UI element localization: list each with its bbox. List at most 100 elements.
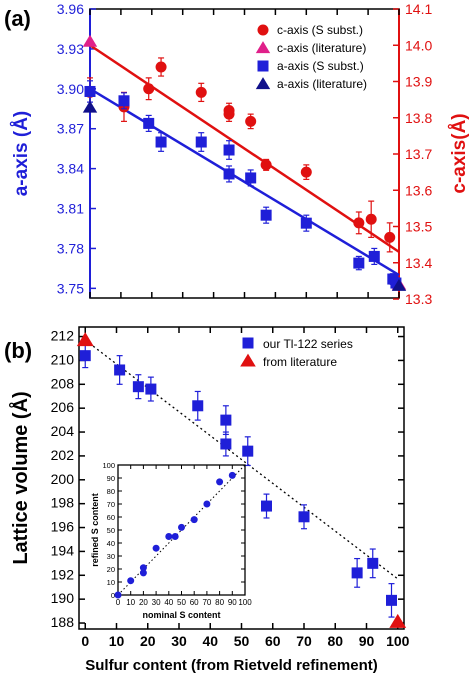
inset-data-point (139, 564, 147, 572)
x-tick-label: 70 (296, 633, 312, 649)
y-tick-label: 200 (51, 471, 75, 487)
legend: our Tl-122 series from literature (240, 337, 353, 369)
y-tick-label: 196 (51, 519, 75, 535)
data-point (300, 166, 312, 178)
inset-y-axis-label: refined S content (90, 493, 100, 567)
data-point (223, 144, 235, 156)
inset-data-point (216, 478, 224, 486)
inset-x-tick-label: 40 (164, 598, 173, 607)
inset-x-tick-label: 100 (238, 598, 252, 607)
data-point (195, 136, 207, 148)
right-tick-label: 13.5 (405, 219, 432, 235)
data-point (76, 332, 94, 347)
data-point (261, 500, 272, 512)
x-tick-label: 10 (109, 633, 125, 649)
right-tick-label: 14.1 (405, 1, 432, 17)
data-point (300, 217, 312, 229)
x-tick-label: 50 (234, 633, 250, 649)
data-point (223, 108, 235, 120)
inset-x-tick-label: 60 (190, 598, 199, 607)
legend-marker (257, 60, 269, 72)
inset-y-tick-label: 0 (111, 591, 115, 600)
data-point (114, 364, 126, 376)
inset-data-point (228, 471, 236, 479)
legend-marker (255, 41, 271, 54)
data-point (389, 613, 407, 628)
data-point (132, 381, 144, 393)
y-tick-label: 204 (51, 423, 75, 439)
data-point (260, 209, 272, 221)
legend-label: a-axis (literature) (277, 77, 367, 91)
legend-marker (240, 353, 256, 367)
inset-x-tick-label: 70 (202, 598, 211, 607)
x-tick-label: 60 (265, 633, 281, 649)
right-tick-label: 13.3 (405, 291, 432, 307)
y-tick-label: 206 (51, 399, 75, 415)
data-point (82, 34, 98, 47)
legend-label: from literature (263, 355, 337, 369)
data-point (353, 257, 365, 269)
right-tick-label: 13.9 (405, 74, 432, 90)
left-tick-label: 3.78 (57, 240, 84, 256)
right-tick-label: 13.7 (405, 146, 432, 162)
data-point (155, 136, 167, 148)
inset-data-point (139, 569, 147, 577)
inset-data-point (190, 516, 198, 524)
x-tick-label: 20 (140, 633, 156, 649)
left-tick-label: 3.75 (57, 280, 84, 296)
series-our-tl-122-series (79, 343, 397, 618)
data-point (353, 217, 365, 229)
legend-label: a-axis (S subst.) (277, 59, 364, 73)
inset-data-point (165, 533, 173, 540)
y-tick-label: 210 (51, 351, 75, 367)
inset-data-point (171, 533, 179, 540)
inset-y-tick-label: 80 (107, 487, 115, 496)
x-tick-label: 100 (386, 633, 410, 649)
data-point (384, 231, 396, 243)
inset-data-point (114, 591, 122, 599)
data-point (82, 100, 98, 113)
inset-data-point (127, 577, 135, 585)
right-tick-label: 14.0 (405, 37, 432, 53)
y-tick-label: 192 (51, 566, 75, 582)
left-tick-label: 3.84 (57, 161, 84, 177)
right-tick-label: 13.4 (405, 255, 432, 271)
inset-series (114, 471, 236, 599)
data-point (390, 277, 402, 289)
data-point (351, 567, 363, 579)
data-point (220, 438, 232, 450)
inset-data-point (203, 500, 211, 508)
data-point (391, 278, 407, 291)
inset-y-tick-label: 100 (102, 461, 115, 470)
right-tick-label: 13.8 (405, 110, 432, 126)
series-a-axis-s-subst- (84, 80, 402, 289)
inset-x-tick-label: 30 (152, 598, 161, 607)
data-point (195, 86, 207, 98)
y-tick-label: 194 (51, 542, 75, 558)
x-tick-label: 40 (202, 633, 218, 649)
x-tick-label: 80 (327, 633, 343, 649)
x-axis-label: Sulfur content (from Rietveld refinement… (85, 657, 378, 674)
left-tick-label: 3.87 (57, 121, 84, 137)
inset-y-tick-label: 20 (107, 565, 115, 574)
fit-line (89, 87, 400, 277)
panel-a: 3.75 3.78 3.81 3.84 3.87 3.90 3.93 3.96 13.3 13.4… (4, 1, 470, 307)
inset-x-tick-label: 0 (116, 598, 121, 607)
data-point (245, 115, 257, 127)
data-point (84, 85, 96, 97)
inset-y-tick-label: 70 (107, 500, 115, 509)
legend-label: c-axis (literature) (277, 41, 366, 55)
panel-label: (a) (4, 6, 31, 31)
fit-line (84, 339, 399, 580)
data-point (260, 159, 272, 171)
left-tick-label: 3.81 (57, 201, 84, 217)
series-from-literature (76, 332, 407, 628)
inset-data-point (152, 544, 160, 552)
fit-line (89, 44, 400, 253)
data-point (143, 117, 155, 129)
left-axis-label: a-axis (Å) (11, 111, 32, 197)
right-axis-label: c-axis(Å) (449, 113, 470, 193)
y-tick-label: 212 (51, 328, 75, 344)
data-point (367, 557, 379, 569)
